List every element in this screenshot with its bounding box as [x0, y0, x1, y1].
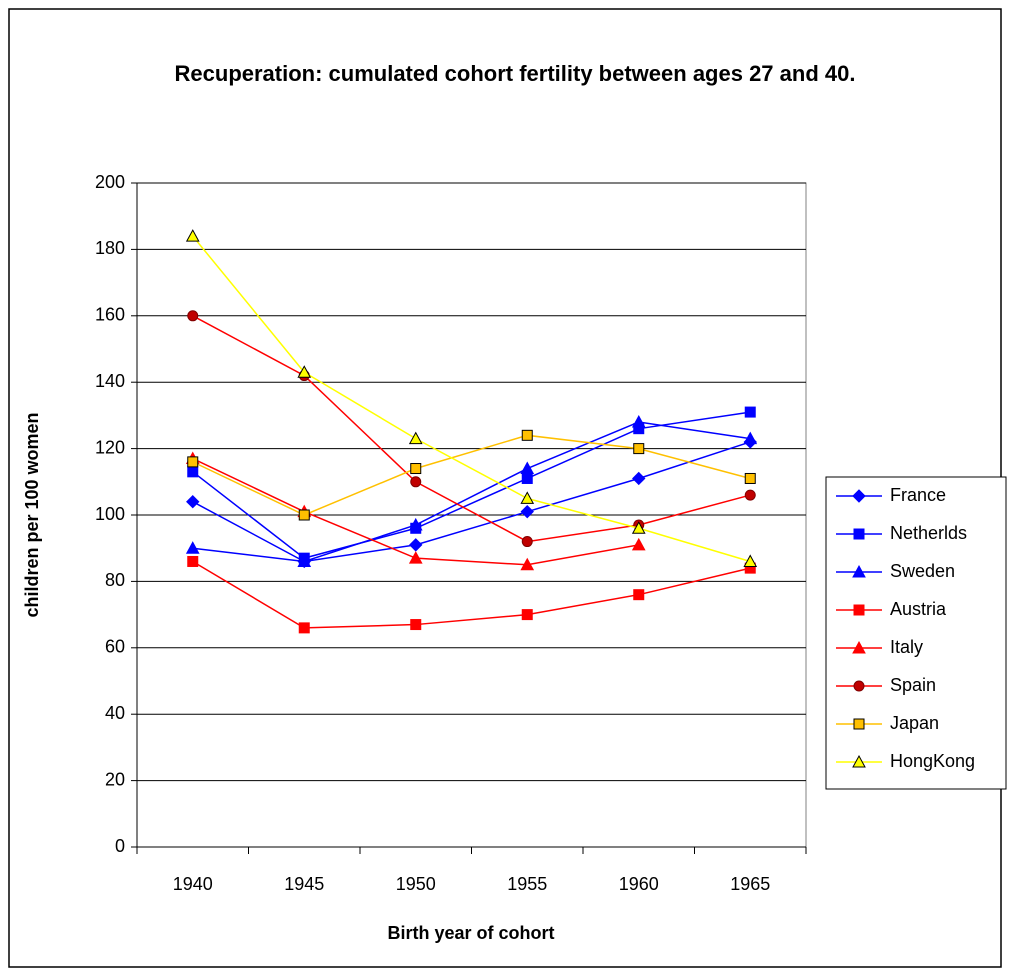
marker [853, 680, 865, 692]
y-tick-label: 120 [95, 437, 125, 457]
marker [743, 431, 758, 445]
marker [408, 551, 423, 564]
x-tick-label: 1960 [619, 874, 659, 894]
marker [631, 414, 646, 428]
marker [185, 229, 200, 242]
legend-label: Sweden [890, 561, 955, 581]
marker [187, 310, 199, 322]
marker [631, 537, 646, 551]
series-line [192, 560, 751, 629]
marker [408, 517, 423, 531]
series-line [192, 315, 751, 543]
series-line [192, 411, 751, 559]
marker [852, 640, 866, 654]
y-tick-label: 140 [95, 371, 125, 391]
marker [853, 528, 865, 540]
y-tick-label: 40 [105, 703, 125, 723]
marker [410, 463, 422, 475]
y-axis-title: children per 100 women [22, 412, 42, 617]
legend-label: France [890, 485, 946, 505]
marker [298, 509, 310, 521]
y-tick-label: 180 [95, 238, 125, 258]
marker [521, 609, 533, 621]
marker [185, 541, 200, 554]
marker [852, 754, 866, 768]
marker [520, 557, 535, 571]
y-tick-label: 60 [105, 637, 125, 657]
marker [852, 564, 866, 578]
series-line [192, 421, 751, 563]
marker [852, 489, 866, 503]
chart-title: Recuperation: cumulated cohort fertility… [174, 61, 856, 86]
x-axis-title: Birth year of cohort [387, 923, 554, 943]
marker [297, 554, 312, 567]
y-tick-label: 80 [105, 570, 125, 590]
marker [853, 604, 865, 616]
marker [633, 589, 645, 601]
x-tick-label: 1965 [730, 874, 770, 894]
series-line [192, 235, 751, 563]
y-tick-label: 160 [95, 305, 125, 325]
marker [633, 443, 645, 455]
x-tick-label: 1940 [173, 874, 213, 894]
series-line [192, 441, 751, 563]
marker [853, 718, 865, 730]
marker [521, 429, 533, 441]
marker [186, 495, 200, 509]
legend-label: Spain [890, 675, 936, 695]
marker [632, 471, 646, 486]
marker [744, 489, 756, 501]
marker [521, 472, 533, 484]
marker [744, 472, 756, 484]
marker [520, 461, 535, 475]
marker [631, 521, 646, 534]
marker [743, 554, 758, 567]
x-tick-label: 1955 [507, 874, 547, 894]
legend-label: Japan [890, 713, 939, 733]
legend-label: HongKong [890, 751, 975, 771]
y-tick-label: 0 [115, 836, 125, 856]
legend-label: Italy [890, 637, 923, 657]
marker [187, 555, 199, 567]
legend-label: Austria [890, 599, 947, 619]
legend-label: Netherlds [890, 523, 967, 543]
x-tick-label: 1950 [396, 874, 436, 894]
x-tick-label: 1945 [284, 874, 324, 894]
marker [297, 365, 312, 378]
y-tick-label: 100 [95, 504, 125, 524]
marker [520, 504, 534, 519]
marker [187, 456, 199, 468]
marker [298, 622, 310, 634]
marker [744, 406, 756, 418]
marker [521, 536, 533, 548]
y-tick-label: 20 [105, 769, 125, 789]
marker [410, 476, 422, 488]
marker [408, 431, 423, 445]
marker [520, 491, 535, 504]
y-tick-label: 200 [95, 172, 125, 192]
marker [187, 466, 199, 478]
series-line [192, 434, 751, 516]
marker [409, 538, 423, 552]
marker [410, 619, 422, 631]
